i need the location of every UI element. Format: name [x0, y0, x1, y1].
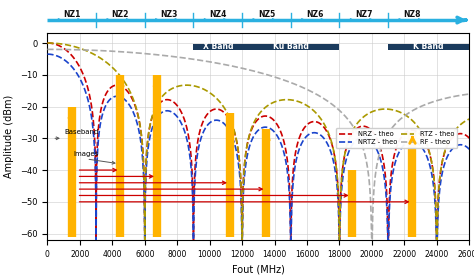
Y-axis label: Amplitude (dBm): Amplitude (dBm) [4, 95, 15, 178]
Text: Ku Band: Ku Band [273, 42, 309, 51]
Legend: NRZ - theo, NRTZ - theo, RTZ - theo, RF - theo: NRZ - theo, NRTZ - theo, RTZ - theo, RF … [336, 128, 457, 148]
Text: X Band: X Band [202, 42, 233, 51]
Text: Baseband: Baseband [64, 129, 99, 135]
Text: Images: Images [73, 151, 99, 157]
X-axis label: Fout (MHz): Fout (MHz) [232, 264, 285, 274]
Text: K Band: K Band [413, 42, 444, 51]
